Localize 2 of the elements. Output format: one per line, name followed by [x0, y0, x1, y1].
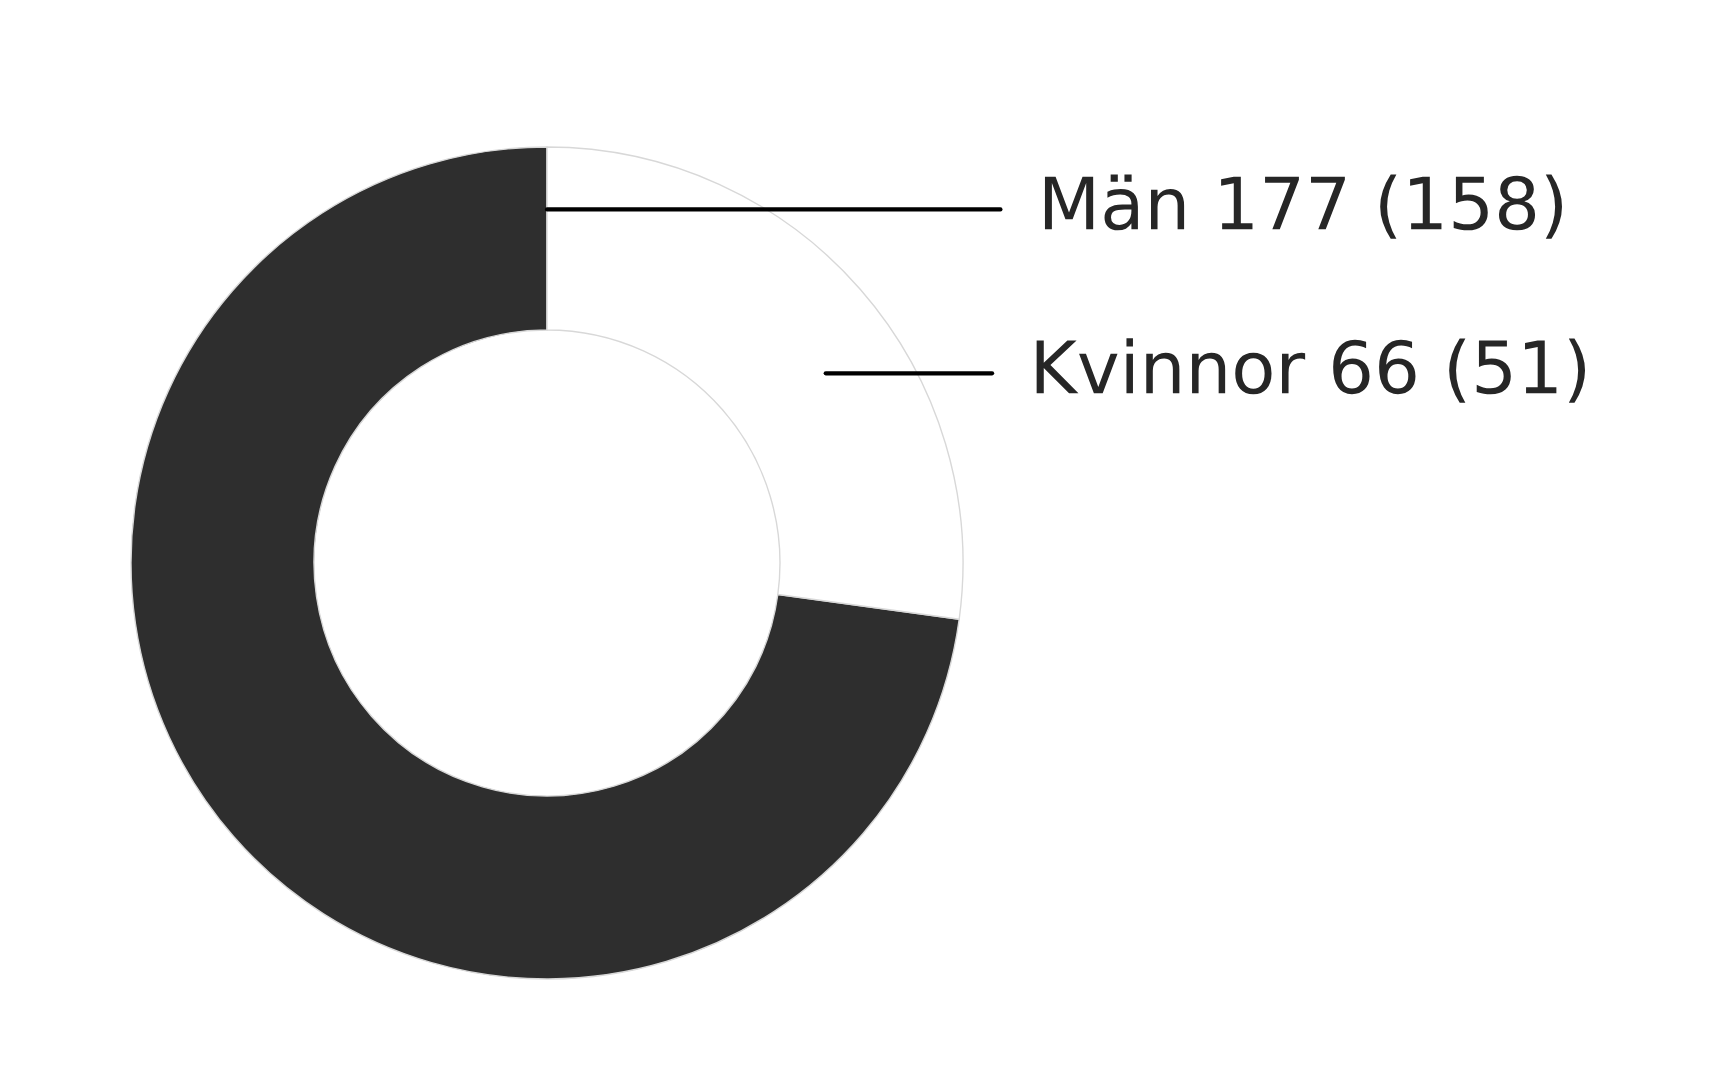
- slice-label: Män 177 (158): [1044, 174, 1562, 239]
- slice-label: Kvinnor 66 (51): [1036, 338, 1586, 403]
